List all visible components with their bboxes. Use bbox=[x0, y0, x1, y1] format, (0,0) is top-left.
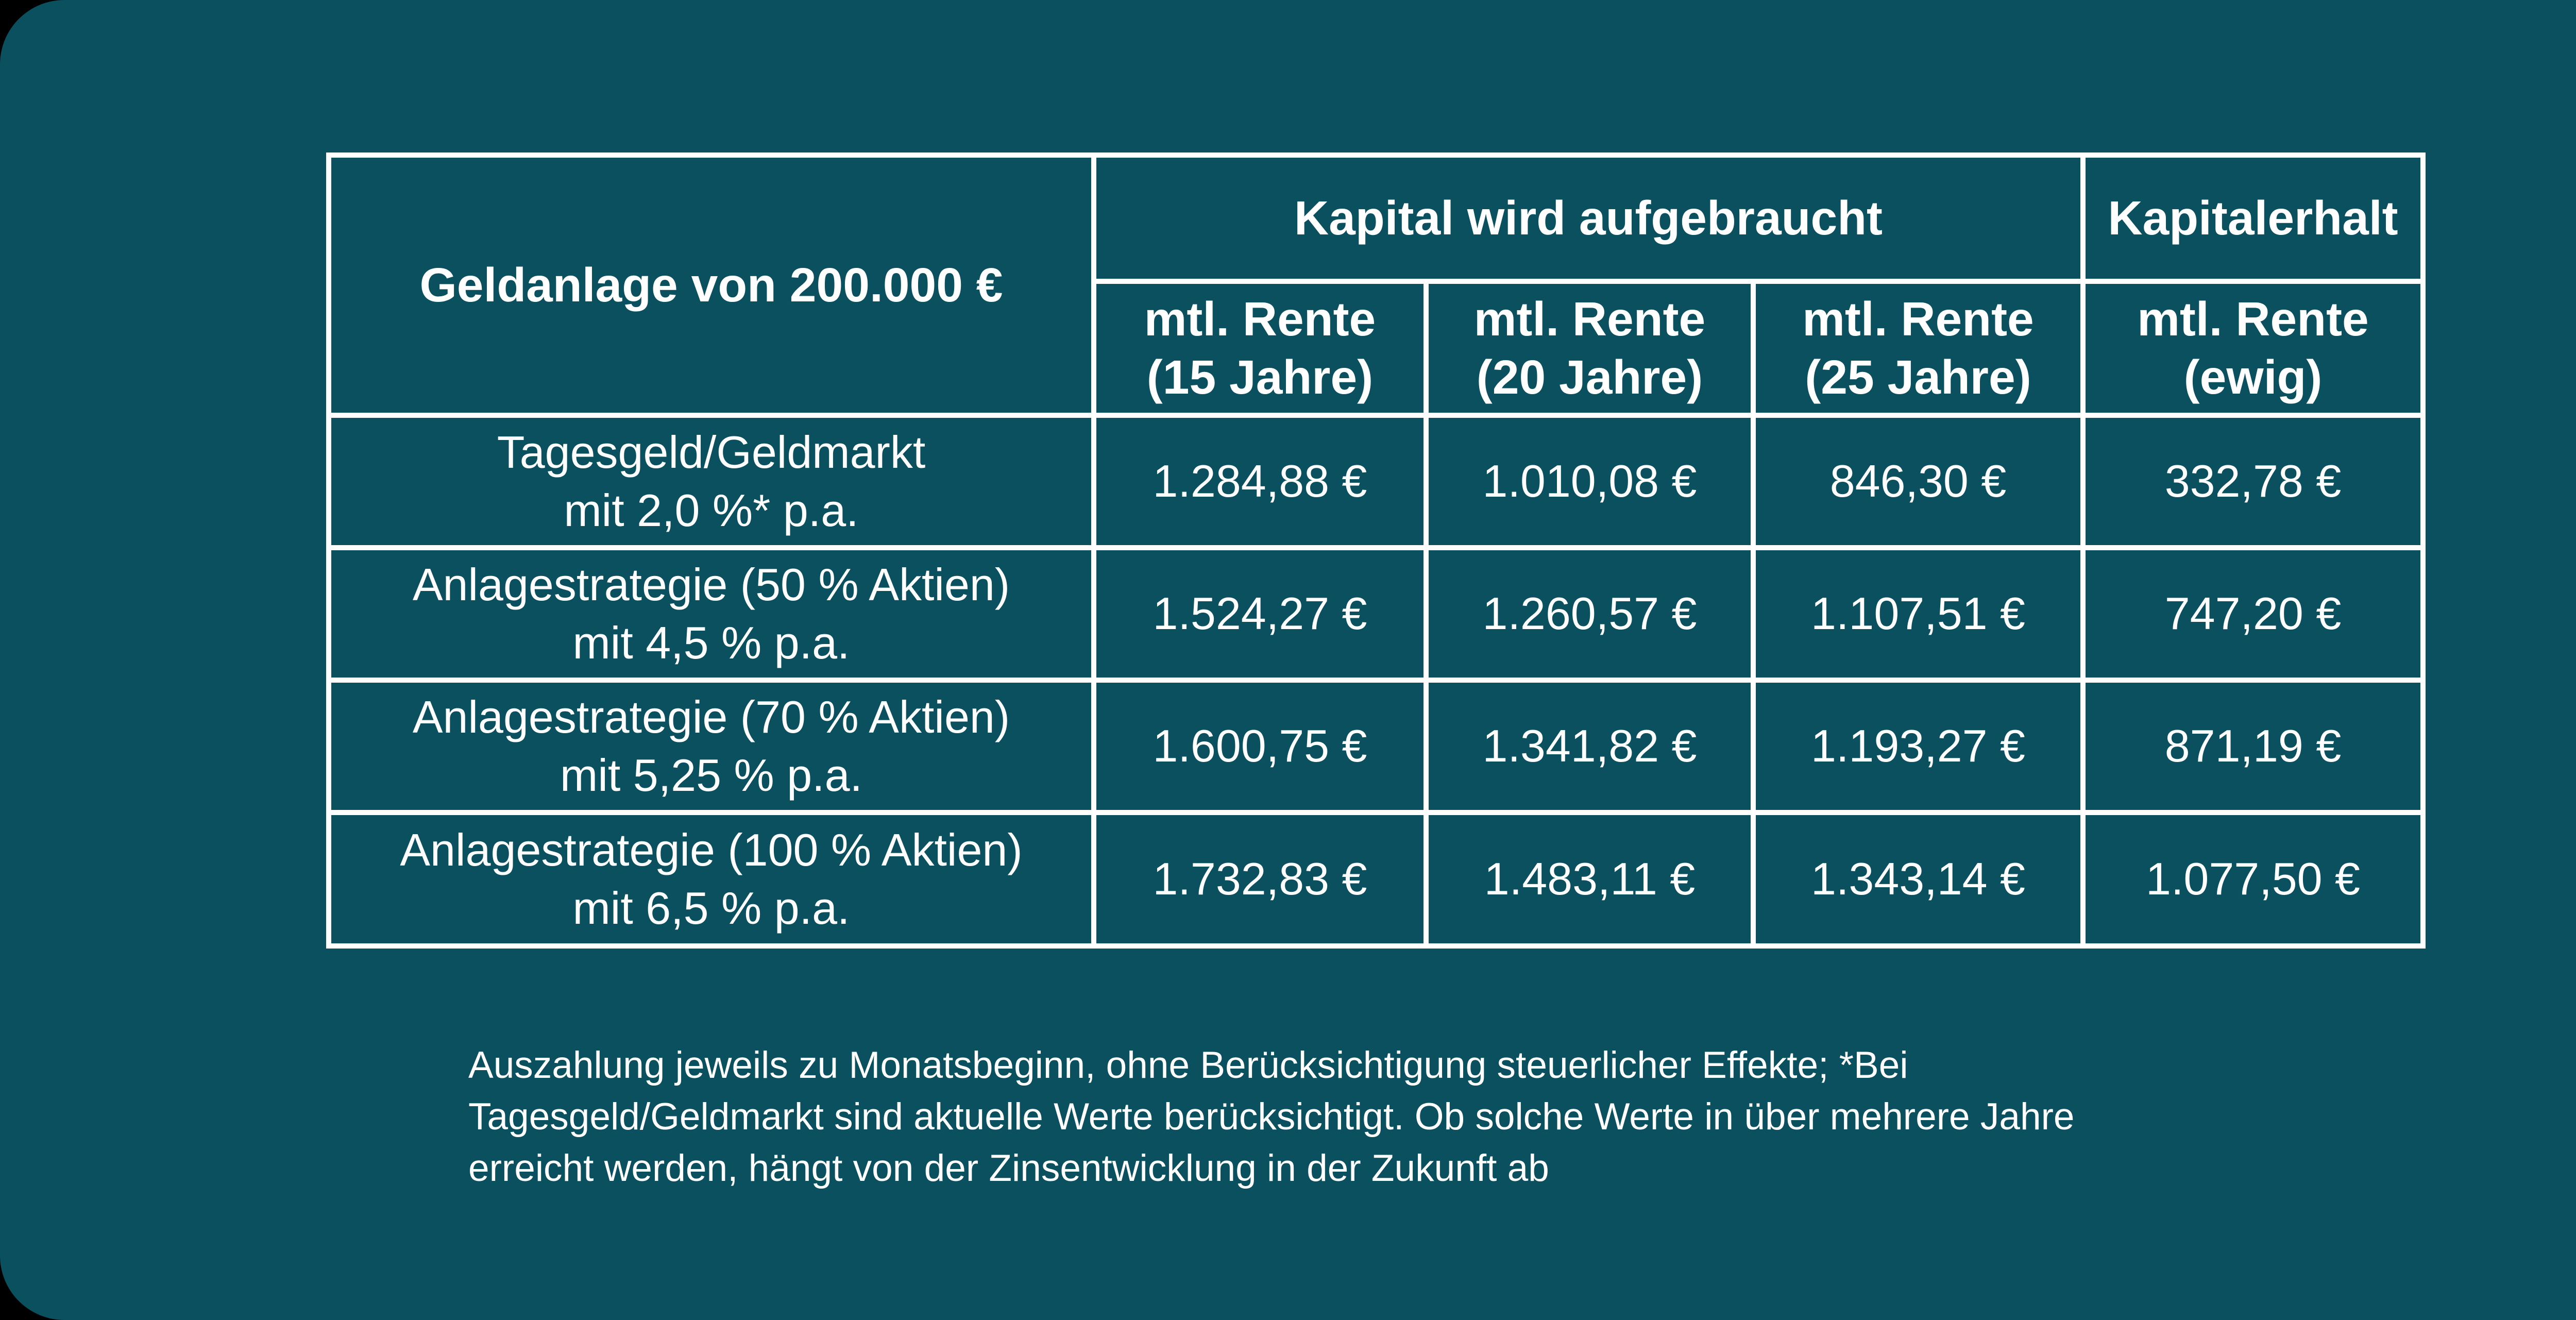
value-cell: 1.284,88 € bbox=[1096, 418, 1423, 545]
value-cell: 1.341,82 € bbox=[1429, 683, 1751, 810]
table-corner-header: Geldanlage von 200.000 € bbox=[331, 158, 1091, 413]
value-cell: 1.343,14 € bbox=[1756, 815, 2080, 943]
row-label-strategie-100: Anlagestrategie (100 % Aktien) mit 6,5 %… bbox=[331, 815, 1091, 943]
rates-table: Geldanlage von 200.000 € Kapital wird au… bbox=[326, 153, 2426, 949]
row-label-strategie-70: Anlagestrategie (70 % Aktien) mit 5,25 %… bbox=[331, 683, 1091, 810]
row-label-strategie-50: Anlagestrategie (50 % Aktien) mit 4,5 % … bbox=[331, 550, 1091, 678]
value-cell: 332,78 € bbox=[2086, 418, 2420, 545]
value-cell: 1.260,57 € bbox=[1429, 550, 1751, 678]
value-cell: 747,20 € bbox=[2086, 550, 2420, 678]
value-cell: 846,30 € bbox=[1756, 418, 2080, 545]
value-cell: 1.732,83 € bbox=[1096, 815, 1423, 943]
value-cell: 1.107,51 € bbox=[1756, 550, 2080, 678]
table-group-header-kapital-aufgebraucht: Kapital wird aufgebraucht bbox=[1096, 158, 2080, 279]
value-cell: 1.524,27 € bbox=[1096, 550, 1423, 678]
column-header-rente-ewig: mtl. Rente (ewig) bbox=[2086, 284, 2420, 413]
footnote-line-2: Tagesgeld/Geldmarkt sind aktuelle Werte … bbox=[468, 1096, 2075, 1138]
value-cell: 1.600,75 € bbox=[1096, 683, 1423, 810]
value-cell: 1.077,50 € bbox=[2086, 815, 2420, 943]
column-header-rente-15-jahre: mtl. Rente (15 Jahre) bbox=[1096, 284, 1423, 413]
value-cell: 1.483,11 € bbox=[1429, 815, 1751, 943]
value-cell: 1.193,27 € bbox=[1756, 683, 2080, 810]
footnote-line-1: Auszahlung jeweils zu Monatsbeginn, ohne… bbox=[468, 1044, 1908, 1086]
footnote-text: Auszahlung jeweils zu Monatsbeginn, ohne… bbox=[468, 1040, 2375, 1194]
value-cell: 871,19 € bbox=[2086, 683, 2420, 810]
footnote-line-3: erreicht werden, hängt von der Zinsentwi… bbox=[468, 1147, 1549, 1189]
value-cell: 1.010,08 € bbox=[1429, 418, 1751, 545]
table-group-header-kapitalerhalt: Kapitalerhalt bbox=[2086, 158, 2420, 279]
column-header-rente-20-jahre: mtl. Rente (20 Jahre) bbox=[1429, 284, 1751, 413]
column-header-rente-25-jahre: mtl. Rente (25 Jahre) bbox=[1756, 284, 2080, 413]
row-label-tagesgeld: Tagesgeld/Geldmarkt mit 2,0 %* p.a. bbox=[331, 418, 1091, 545]
